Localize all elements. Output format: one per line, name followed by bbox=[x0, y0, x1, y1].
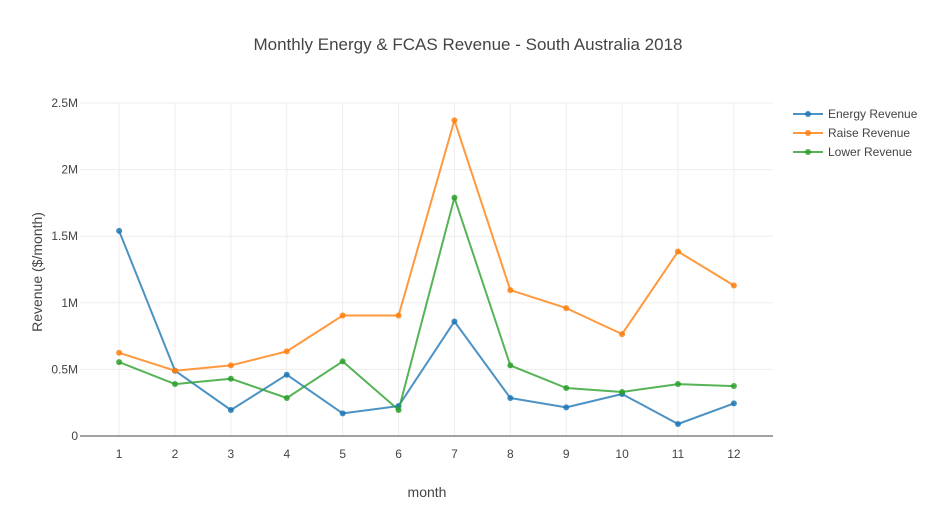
x-tick-label: 5 bbox=[339, 447, 346, 461]
data-point bbox=[172, 381, 179, 388]
data-point bbox=[730, 282, 737, 289]
data-point bbox=[563, 385, 570, 392]
x-tick-label: 2 bbox=[172, 447, 179, 461]
legend-marker-swatch bbox=[805, 130, 811, 136]
data-point bbox=[730, 400, 737, 407]
series-raise-revenue bbox=[116, 117, 737, 374]
data-point bbox=[563, 305, 570, 312]
y-tick-label: 1.5M bbox=[51, 229, 78, 243]
data-point bbox=[563, 404, 570, 411]
series-line-raise-revenue bbox=[118, 119, 735, 372]
data-point bbox=[619, 331, 626, 338]
data-point bbox=[283, 395, 290, 402]
x-tick-label: 10 bbox=[615, 447, 629, 461]
data-point bbox=[283, 348, 290, 355]
data-point bbox=[227, 407, 234, 414]
y-axis-title: Revenue ($/month) bbox=[29, 212, 45, 332]
legend: Energy Revenue Raise Revenue Lower Revenue bbox=[793, 107, 918, 159]
data-point bbox=[227, 375, 234, 382]
x-tick-label: 12 bbox=[727, 447, 741, 461]
legend-item-lower-revenue[interactable]: Lower Revenue bbox=[793, 145, 912, 159]
series-line-energy-revenue bbox=[118, 230, 735, 425]
data-point bbox=[507, 362, 514, 369]
x-tick-label: 3 bbox=[228, 447, 235, 461]
data-point bbox=[451, 194, 458, 201]
data-point bbox=[339, 358, 346, 365]
data-point bbox=[674, 248, 681, 255]
legend-marker-swatch bbox=[805, 149, 811, 155]
data-point bbox=[451, 117, 458, 124]
data-point bbox=[339, 312, 346, 319]
data-point bbox=[116, 349, 123, 356]
data-point bbox=[619, 389, 626, 396]
y-tick-label: 2M bbox=[61, 163, 78, 177]
legend-item-energy-revenue[interactable]: Energy Revenue bbox=[793, 107, 918, 121]
series-layer bbox=[116, 117, 737, 428]
data-point bbox=[674, 421, 681, 428]
data-point bbox=[451, 318, 458, 325]
series-line-lower-revenue bbox=[118, 196, 734, 411]
y-tick-label: 1M bbox=[61, 296, 78, 310]
legend-label: Energy Revenue bbox=[828, 107, 918, 121]
data-point bbox=[283, 371, 290, 378]
data-point bbox=[674, 381, 681, 388]
x-tick-label: 9 bbox=[563, 447, 570, 461]
legend-label: Raise Revenue bbox=[828, 126, 910, 140]
y-tick-label: 0 bbox=[71, 429, 78, 443]
y-tick-label: 2.5M bbox=[51, 96, 78, 110]
legend-label: Lower Revenue bbox=[828, 145, 912, 159]
legend-item-raise-revenue[interactable]: Raise Revenue bbox=[793, 126, 910, 140]
data-point bbox=[116, 227, 123, 234]
series-energy-revenue bbox=[116, 227, 737, 428]
y-tick-label: 0.5M bbox=[51, 362, 78, 376]
x-axis-title: month bbox=[408, 484, 447, 500]
chart-title: Monthly Energy & FCAS Revenue - South Au… bbox=[253, 35, 682, 54]
legend-marker-swatch bbox=[805, 111, 811, 117]
data-point bbox=[339, 410, 346, 417]
x-tick-label: 4 bbox=[283, 447, 290, 461]
x-tick-label: 8 bbox=[507, 447, 514, 461]
x-tick-label: 11 bbox=[672, 447, 685, 461]
data-point bbox=[172, 367, 179, 374]
series-lower-revenue bbox=[116, 194, 737, 414]
x-tick-label: 7 bbox=[451, 447, 458, 461]
data-point bbox=[227, 362, 234, 369]
x-tick-label: 6 bbox=[395, 447, 402, 461]
data-point bbox=[730, 383, 737, 390]
data-point bbox=[116, 359, 123, 366]
x-tick-label: 1 bbox=[116, 447, 123, 461]
data-point bbox=[507, 395, 514, 402]
data-point bbox=[395, 312, 402, 319]
data-point bbox=[507, 287, 514, 294]
data-point bbox=[395, 407, 402, 414]
